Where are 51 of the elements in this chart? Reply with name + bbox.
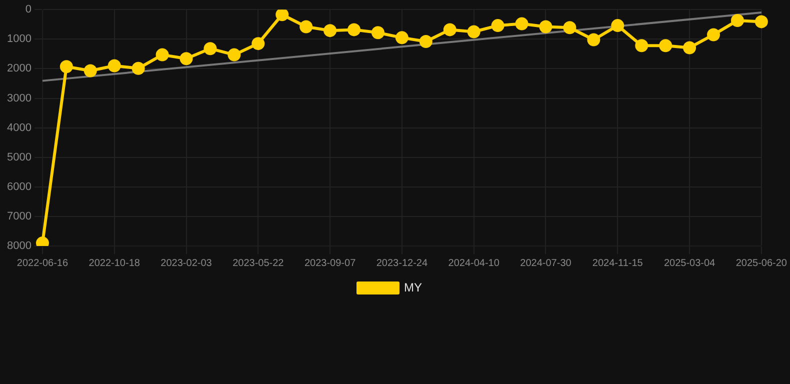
y-tick-label: 7000 — [6, 210, 32, 222]
x-tick-label: 2022-10-18 — [88, 258, 140, 269]
point — [180, 52, 193, 66]
point — [515, 17, 528, 30]
point — [419, 35, 432, 48]
x-tick-label: 2024-07-30 — [520, 258, 572, 269]
x-tick-label: 2022-06-16 — [16, 258, 68, 269]
point — [539, 20, 552, 34]
point — [108, 59, 121, 72]
point — [611, 19, 624, 32]
x-tick-label: 2023-05-22 — [232, 258, 284, 269]
point — [276, 10, 289, 22]
point — [132, 62, 145, 75]
point — [395, 31, 408, 44]
y-tick-label: 4000 — [6, 122, 32, 134]
point — [587, 33, 600, 46]
point — [730, 14, 744, 28]
point — [467, 25, 480, 38]
point — [491, 19, 504, 32]
x-tick-label: 2023-02-03 — [160, 258, 212, 269]
y-tick-label: 0 — [25, 4, 32, 16]
point — [324, 24, 337, 38]
point — [371, 26, 384, 40]
point — [443, 23, 456, 36]
point — [60, 60, 73, 74]
point — [348, 23, 361, 36]
point — [228, 48, 241, 62]
y-tick-label: 6000 — [6, 180, 32, 193]
x-tick-label: 2024-11-15 — [592, 258, 644, 269]
y-tick-label: 8000 — [6, 240, 32, 252]
x-tick-label: 2024-04-10 — [448, 258, 500, 269]
y-tick-label: 5000 — [6, 151, 32, 164]
point — [156, 48, 169, 62]
point — [635, 39, 648, 52]
point — [300, 20, 313, 34]
point — [252, 37, 265, 50]
x-tick-label: 2023-09-07 — [304, 258, 356, 269]
x-tick-label: 2025-03-04 — [664, 258, 716, 269]
y-tick-label: 3000 — [6, 92, 32, 104]
legend-label: MY — [404, 280, 422, 294]
point — [563, 21, 576, 34]
y-tick-label: 2000 — [6, 62, 32, 75]
point — [84, 64, 97, 78]
x-tick-label: 2023-12-24 — [376, 258, 428, 269]
point — [754, 15, 768, 28]
y-tick-label: 1000 — [6, 33, 32, 46]
point — [706, 28, 720, 42]
point — [683, 41, 696, 54]
point — [659, 39, 672, 52]
x-tick-label: 2025-06-20 — [736, 258, 788, 269]
point — [204, 42, 217, 56]
